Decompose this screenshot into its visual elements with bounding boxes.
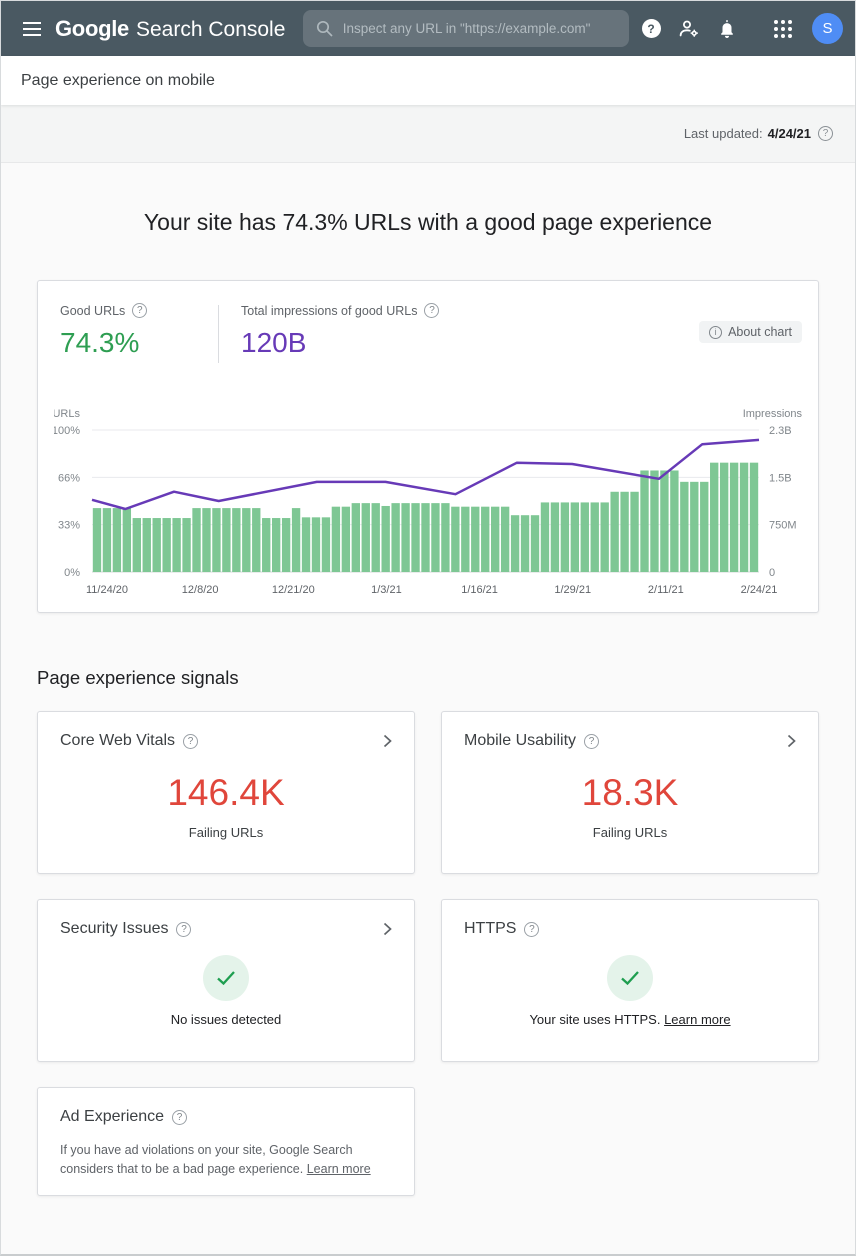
menu-icon[interactable] bbox=[13, 10, 51, 48]
check-circle-icon bbox=[607, 955, 653, 1001]
svg-text:11/24/20: 11/24/20 bbox=[86, 584, 128, 596]
last-updated-label: Last updated: bbox=[683, 126, 763, 141]
app-bar: Google Search Console ? bbox=[1, 1, 855, 56]
security-issues-help-icon[interactable]: ? bbox=[176, 921, 192, 937]
info-icon: i bbox=[709, 325, 723, 339]
page-experience-signals: Page experience signals Core Web Vitals … bbox=[1, 667, 855, 1196]
user-settings-icon bbox=[679, 20, 698, 37]
url-inspection-searchbox[interactable] bbox=[302, 10, 629, 47]
https-help-icon[interactable]: ? bbox=[524, 921, 540, 937]
card-title: Core Web Vitals bbox=[60, 732, 176, 749]
apps-grid-icon bbox=[774, 19, 792, 38]
failing-urls-value: 146.4K bbox=[167, 772, 285, 813]
user-settings-button[interactable] bbox=[670, 10, 708, 48]
good-urls-value: 74.3% bbox=[60, 327, 140, 358]
notifications-button[interactable] bbox=[708, 10, 746, 48]
svg-text:Impressions: Impressions bbox=[743, 408, 803, 420]
logo-google-text: Google bbox=[55, 15, 129, 41]
svg-text:1/16/21: 1/16/21 bbox=[461, 584, 498, 596]
about-chart-label: About chart bbox=[728, 325, 792, 339]
last-updated-help-icon[interactable]: ? bbox=[818, 126, 833, 141]
https-learn-more-link[interactable]: Learn more bbox=[664, 1012, 731, 1027]
svg-text:2/11/21: 2/11/21 bbox=[648, 584, 684, 596]
check-circle-icon bbox=[203, 955, 249, 1001]
svg-text:33%: 33% bbox=[58, 520, 80, 532]
core-web-vitals-help-icon[interactable]: ? bbox=[183, 733, 199, 749]
card-title: Mobile Usability bbox=[464, 732, 577, 749]
card-core-web-vitals[interactable]: Core Web Vitals ? 146.4K Failing URLs bbox=[37, 711, 415, 874]
svg-text:66%: 66% bbox=[58, 472, 80, 484]
svg-text:1/3/21: 1/3/21 bbox=[371, 584, 402, 596]
url-inspection-input[interactable] bbox=[342, 21, 616, 36]
page-title: Page experience on mobile bbox=[21, 71, 215, 89]
good-urls-label: Good URLs bbox=[60, 303, 126, 318]
svg-text:100%: 100% bbox=[54, 425, 80, 437]
help-icon: ? bbox=[641, 19, 661, 38]
svg-text:12/8/20: 12/8/20 bbox=[182, 584, 219, 596]
card-title: Ad Experience bbox=[60, 1108, 165, 1125]
account-avatar[interactable]: S bbox=[812, 13, 843, 44]
failing-urls-caption: Failing URLs bbox=[592, 825, 668, 840]
impressions-stat: Total impressions of good URLs ? 120B bbox=[241, 303, 440, 359]
search-icon bbox=[316, 20, 333, 37]
last-updated-date: 4/24/21 bbox=[767, 126, 811, 141]
card-title: Security Issues bbox=[60, 920, 169, 937]
svg-text:2.3B: 2.3B bbox=[769, 425, 792, 437]
svg-text:URLs: URLs bbox=[54, 408, 80, 420]
google-search-console-logo[interactable]: Google Search Console bbox=[55, 16, 285, 42]
card-title: HTTPS bbox=[464, 920, 517, 937]
card-security-issues[interactable]: Security Issues ? No issues detected bbox=[37, 899, 415, 1062]
ad-experience-learn-more-link[interactable]: Learn more bbox=[306, 1162, 371, 1177]
svg-text:0: 0 bbox=[769, 567, 775, 579]
svg-text:12/21/20: 12/21/20 bbox=[272, 584, 315, 596]
chart-stats: Good URLs ? 74.3% Total impressions of g… bbox=[54, 303, 802, 363]
mobile-usability-help-icon[interactable]: ? bbox=[584, 733, 600, 749]
security-status-text: No issues detected bbox=[170, 1012, 282, 1027]
failing-urls-value: 18.3K bbox=[581, 772, 679, 813]
card-https: HTTPS ? Your site uses HTTPS. Learn more bbox=[441, 899, 819, 1062]
breadcrumb: Page experience on mobile bbox=[1, 56, 855, 105]
chevron-right-icon[interactable] bbox=[383, 922, 392, 936]
https-status-text: Your site uses HTTPS. bbox=[529, 1012, 661, 1027]
chevron-right-icon[interactable] bbox=[787, 734, 796, 748]
chevron-right-icon[interactable] bbox=[383, 734, 392, 748]
impressions-value: 120B bbox=[241, 327, 307, 358]
bell-icon bbox=[721, 19, 733, 38]
about-chart-button[interactable]: i About chart bbox=[699, 321, 802, 343]
signals-heading: Page experience signals bbox=[37, 667, 239, 688]
svg-text:750M: 750M bbox=[769, 520, 797, 532]
stats-divider bbox=[218, 305, 219, 363]
failing-urls-caption: Failing URLs bbox=[188, 825, 264, 840]
signals-grid: Core Web Vitals ? 146.4K Failing URLs Mo… bbox=[37, 711, 819, 1196]
svg-text:1.5B: 1.5B bbox=[769, 472, 792, 484]
help-button[interactable]: ? bbox=[632, 10, 670, 48]
ad-experience-help-icon[interactable]: ? bbox=[172, 1109, 188, 1125]
page-experience-chart-card: Good URLs ? 74.3% Total impressions of g… bbox=[37, 280, 819, 613]
impressions-label: Total impressions of good URLs bbox=[241, 303, 418, 318]
svg-text:1/29/21: 1/29/21 bbox=[554, 584, 591, 596]
ad-experience-description: If you have ad violations on your site, … bbox=[60, 1143, 353, 1177]
good-urls-help-icon[interactable]: ? bbox=[132, 303, 148, 318]
page-experience-chart[interactable]: 100% 2.3B 66% 1.5B 33% 750M 0% 0 URLs Impressions… bbox=[54, 405, 804, 601]
search-wrap bbox=[285, 10, 632, 47]
summary-headline: Your site has 74.3% URLs with a good pag… bbox=[143, 209, 713, 235]
svg-text:0%: 0% bbox=[64, 567, 80, 579]
last-updated-strip: Last updated: 4/24/21 ? bbox=[1, 105, 855, 163]
good-urls-stat: Good URLs ? 74.3% bbox=[60, 303, 200, 359]
card-ad-experience: Ad Experience ? If you have ad violation… bbox=[37, 1087, 415, 1196]
logo-product-text: Search Console bbox=[135, 17, 286, 41]
card-mobile-usability[interactable]: Mobile Usability ? 18.3K Failing URLs bbox=[441, 711, 819, 874]
impressions-help-icon[interactable]: ? bbox=[424, 303, 440, 318]
svg-text:2/24/21: 2/24/21 bbox=[741, 584, 778, 596]
appbar-actions: ? bbox=[632, 10, 843, 48]
google-apps-button[interactable] bbox=[764, 10, 802, 48]
